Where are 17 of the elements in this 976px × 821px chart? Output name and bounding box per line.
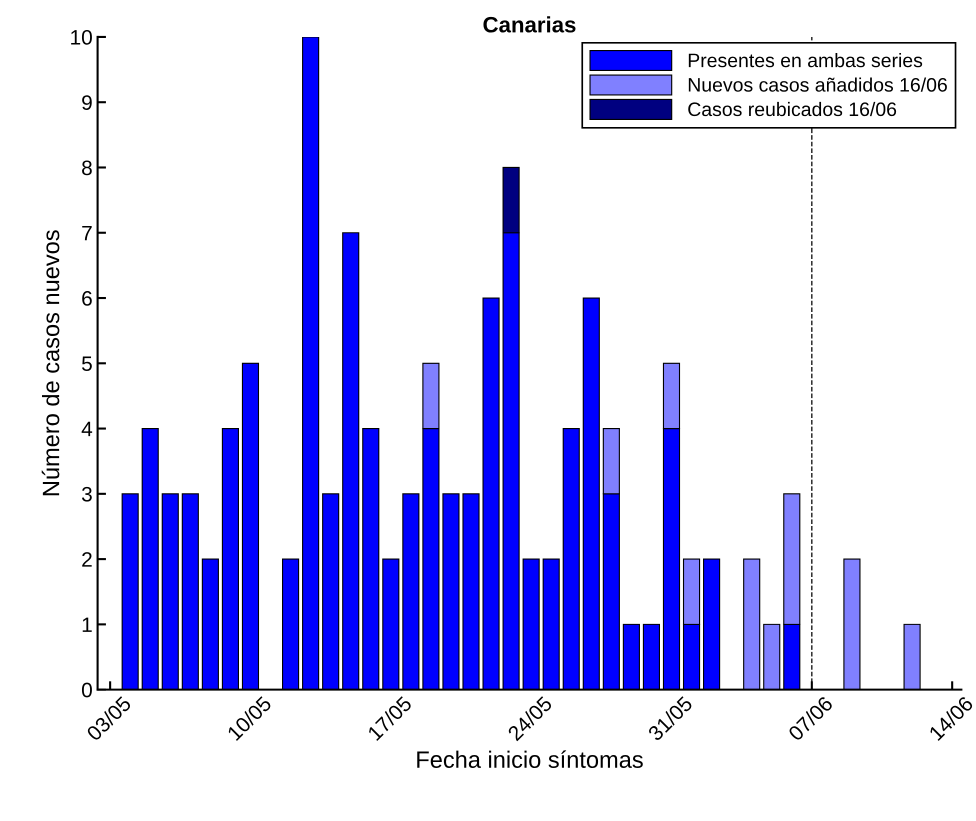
y-tick-label: 10 xyxy=(71,30,92,45)
y-tick-label: 2 xyxy=(82,552,92,567)
legend-label: Casos reubicados 16/06 xyxy=(688,102,896,116)
y-tick-label: 9 xyxy=(82,95,92,110)
legend-label: Presentes en ambas series xyxy=(688,52,922,68)
y-tick-label: 0 xyxy=(82,682,92,698)
y-axis-title: Número de casos nuevos xyxy=(42,230,60,496)
legend-label: Nuevos casos añadidos 16/06 xyxy=(688,77,947,92)
y-tick-label: 3 xyxy=(82,486,92,502)
y-tick-label: 6 xyxy=(82,291,92,306)
y-tick-label: 5 xyxy=(82,356,92,372)
y-tick-label: 7 xyxy=(82,226,92,240)
y-tick-label: 1 xyxy=(82,618,92,632)
chart-title: Canarias xyxy=(483,16,576,33)
y-tick-label: 8 xyxy=(82,160,92,176)
x-axis-title: Fecha inicio síntomas xyxy=(417,750,643,768)
y-tick-label: 4 xyxy=(82,422,92,436)
